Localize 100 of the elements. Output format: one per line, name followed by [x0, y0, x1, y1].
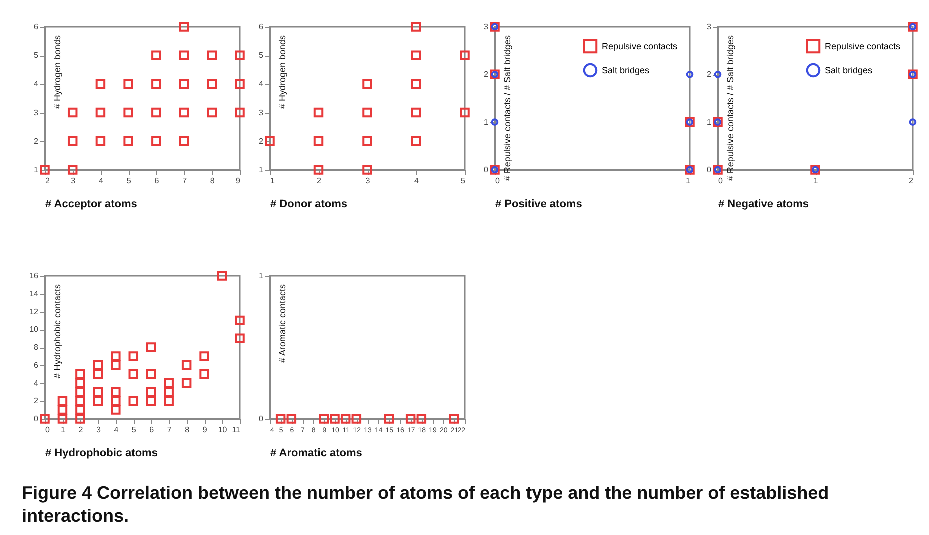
- point: [362, 108, 372, 118]
- point: [362, 79, 372, 90]
- y-tick-label: 12: [30, 307, 40, 316]
- x-tick-label: 3: [366, 176, 371, 186]
- x-tick-label: 0: [496, 176, 500, 186]
- y-axis-title: # Repulsive contacts / # Salt bridges: [726, 35, 736, 182]
- point: [207, 50, 218, 60]
- y-tick-label: 2: [259, 136, 264, 146]
- point: [362, 165, 372, 175]
- x-tick-label: 10: [218, 426, 228, 434]
- point: [411, 108, 422, 118]
- point: [111, 405, 121, 415]
- point: [182, 378, 192, 388]
- y-tick-label: 5: [259, 51, 264, 60]
- point: [411, 50, 422, 60]
- y-tick-label: 6: [34, 22, 40, 32]
- point: [235, 50, 245, 60]
- point: [686, 71, 694, 78]
- y-tick-label: 16: [30, 272, 40, 280]
- y-tick-label: 8: [34, 343, 40, 352]
- x-axis-title: # Aromatic atoms: [270, 448, 362, 460]
- x-axis-title: # Acceptor atoms: [46, 198, 138, 210]
- y-axis-title: # Hydrophobic contacts: [52, 284, 62, 379]
- y-tick-label: 14: [30, 289, 40, 298]
- point: [76, 387, 86, 398]
- x-tick-label: 3: [96, 426, 102, 434]
- y-tick-label: 3: [707, 22, 712, 32]
- y-tick-label: 1: [259, 166, 264, 174]
- point: [200, 352, 210, 362]
- point: [76, 414, 86, 424]
- x-tick-label: 4: [114, 426, 120, 434]
- point: [714, 71, 722, 78]
- point: [411, 79, 422, 90]
- point: [200, 369, 210, 380]
- point: [314, 136, 324, 146]
- point: [96, 108, 106, 118]
- point: [146, 396, 156, 406]
- point: [128, 369, 139, 380]
- point: [164, 378, 174, 388]
- point: [411, 22, 422, 32]
- x-tick-label: 1: [61, 426, 66, 434]
- x-tick-label: 7: [182, 176, 188, 186]
- point: [93, 396, 104, 406]
- point: [76, 369, 86, 380]
- legend-label: Repulsive contacts: [602, 42, 678, 52]
- x-tick-label: 2: [46, 176, 50, 186]
- x-tick-label: 0: [718, 176, 724, 186]
- x-axis-title: # Donor atoms: [270, 198, 348, 210]
- point: [96, 79, 106, 90]
- point: [111, 396, 121, 406]
- x-tick-label: 8: [210, 176, 216, 186]
- point: [460, 108, 470, 118]
- point: [179, 50, 190, 60]
- y-tick-label: 3: [259, 108, 264, 118]
- x-tick-label: 7: [167, 426, 172, 434]
- point: [146, 369, 156, 380]
- x-axis-title: # Hydrophobic atoms: [46, 448, 158, 460]
- y-tick-label: 3: [34, 108, 40, 118]
- point: [58, 405, 68, 415]
- point: [164, 387, 174, 398]
- point: [58, 414, 68, 424]
- y-tick-label: 1: [707, 118, 712, 127]
- point: [124, 79, 134, 90]
- point: [68, 136, 78, 146]
- y-tick-label: 0: [259, 414, 264, 424]
- x-tick-label: 5: [132, 426, 137, 434]
- y-tick-label: 0: [34, 414, 40, 424]
- point: [96, 136, 106, 146]
- point: [179, 108, 190, 118]
- x-tick-label: 2: [317, 176, 322, 186]
- y-tick-label: 2: [484, 70, 490, 80]
- x-tick-label: 9: [202, 426, 208, 434]
- point: [68, 165, 78, 175]
- point: [235, 334, 245, 344]
- point: [111, 352, 121, 362]
- x-tick-label: 9: [236, 176, 242, 186]
- y-tick-label: 3: [484, 22, 490, 32]
- point: [314, 108, 324, 118]
- point: [182, 360, 192, 370]
- x-tick-label: 2: [78, 426, 84, 434]
- x-tick-label: 5: [461, 176, 466, 186]
- point: [93, 369, 104, 380]
- x-tick-label: 8: [185, 426, 190, 434]
- y-tick-label: 4: [259, 80, 264, 89]
- point: [235, 79, 245, 90]
- y-tick-label: 5: [34, 51, 40, 60]
- x-tick-label: 4: [98, 176, 104, 186]
- caption: Figure 4 Correlation between the number of atoms of each type and the number of established interactions.: [22, 482, 830, 528]
- y-tick-label: 0: [484, 166, 490, 174]
- point: [93, 360, 104, 370]
- point: [152, 136, 162, 146]
- point: [235, 108, 245, 118]
- x-tick-label: 6: [154, 176, 160, 186]
- point: [93, 387, 104, 398]
- y-tick-label: 2: [707, 70, 712, 80]
- y-tick-label: 2: [34, 136, 40, 146]
- point: [76, 405, 86, 415]
- point: [909, 118, 917, 126]
- point: [235, 316, 245, 326]
- point: [179, 22, 190, 32]
